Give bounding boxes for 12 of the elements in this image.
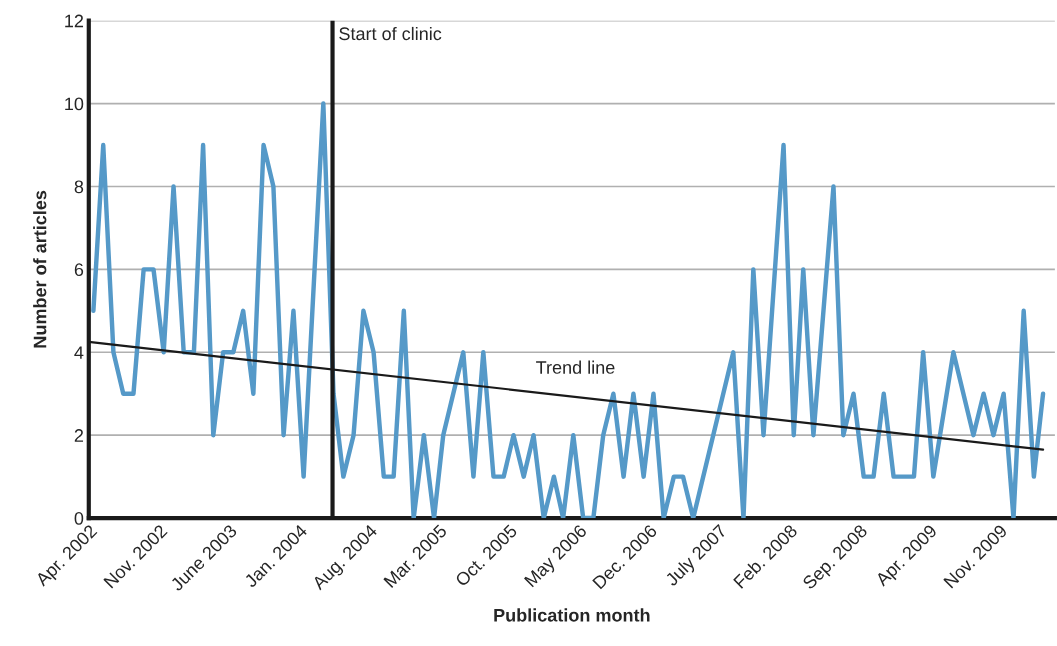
y-tick-label: 10 bbox=[65, 97, 84, 111]
y-tick-label: 8 bbox=[74, 180, 84, 194]
line-series bbox=[91, 101, 1046, 519]
y-tick-label: 6 bbox=[74, 263, 84, 277]
x-axis-title: Publication month bbox=[494, 608, 650, 622]
annotation: Trend line bbox=[536, 360, 615, 374]
ref-line-label: Start of clinic bbox=[339, 26, 442, 41]
y-tick-label: 2 bbox=[74, 429, 84, 442]
y-tick-label: 4 bbox=[74, 346, 84, 359]
y-tick-label: 0 bbox=[74, 512, 84, 525]
y-axis-title: Number of articles bbox=[33, 190, 47, 348]
y-tick-label: 12 bbox=[65, 14, 84, 28]
